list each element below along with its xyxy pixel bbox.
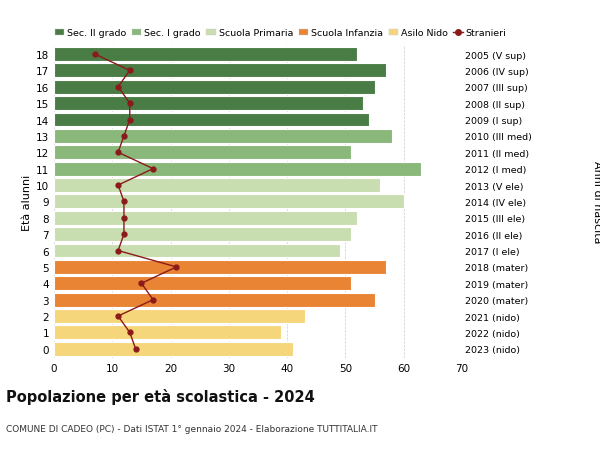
Bar xyxy=(54,179,380,193)
Bar xyxy=(54,211,357,225)
Bar xyxy=(54,81,374,95)
Bar xyxy=(54,244,340,258)
Bar xyxy=(54,260,386,274)
Text: Popolazione per età scolastica - 2024: Popolazione per età scolastica - 2024 xyxy=(6,388,315,404)
Bar xyxy=(54,146,351,160)
Bar xyxy=(54,48,357,62)
Bar xyxy=(54,129,392,144)
Bar xyxy=(54,195,404,209)
Bar xyxy=(54,293,374,307)
Legend: Sec. II grado, Sec. I grado, Scuola Primaria, Scuola Infanzia, Asilo Nido, Stran: Sec. II grado, Sec. I grado, Scuola Prim… xyxy=(55,29,506,38)
Bar xyxy=(54,113,369,127)
Bar xyxy=(54,162,421,176)
Bar xyxy=(54,97,363,111)
Bar xyxy=(54,309,305,323)
Y-axis label: Età alunni: Età alunni xyxy=(22,174,32,230)
Bar xyxy=(54,228,351,241)
Bar xyxy=(54,342,293,356)
Bar xyxy=(54,64,386,78)
Text: Anni di nascita: Anni di nascita xyxy=(592,161,600,243)
Bar xyxy=(54,326,281,340)
Bar xyxy=(54,277,351,291)
Text: COMUNE DI CADEO (PC) - Dati ISTAT 1° gennaio 2024 - Elaborazione TUTTITALIA.IT: COMUNE DI CADEO (PC) - Dati ISTAT 1° gen… xyxy=(6,425,377,434)
